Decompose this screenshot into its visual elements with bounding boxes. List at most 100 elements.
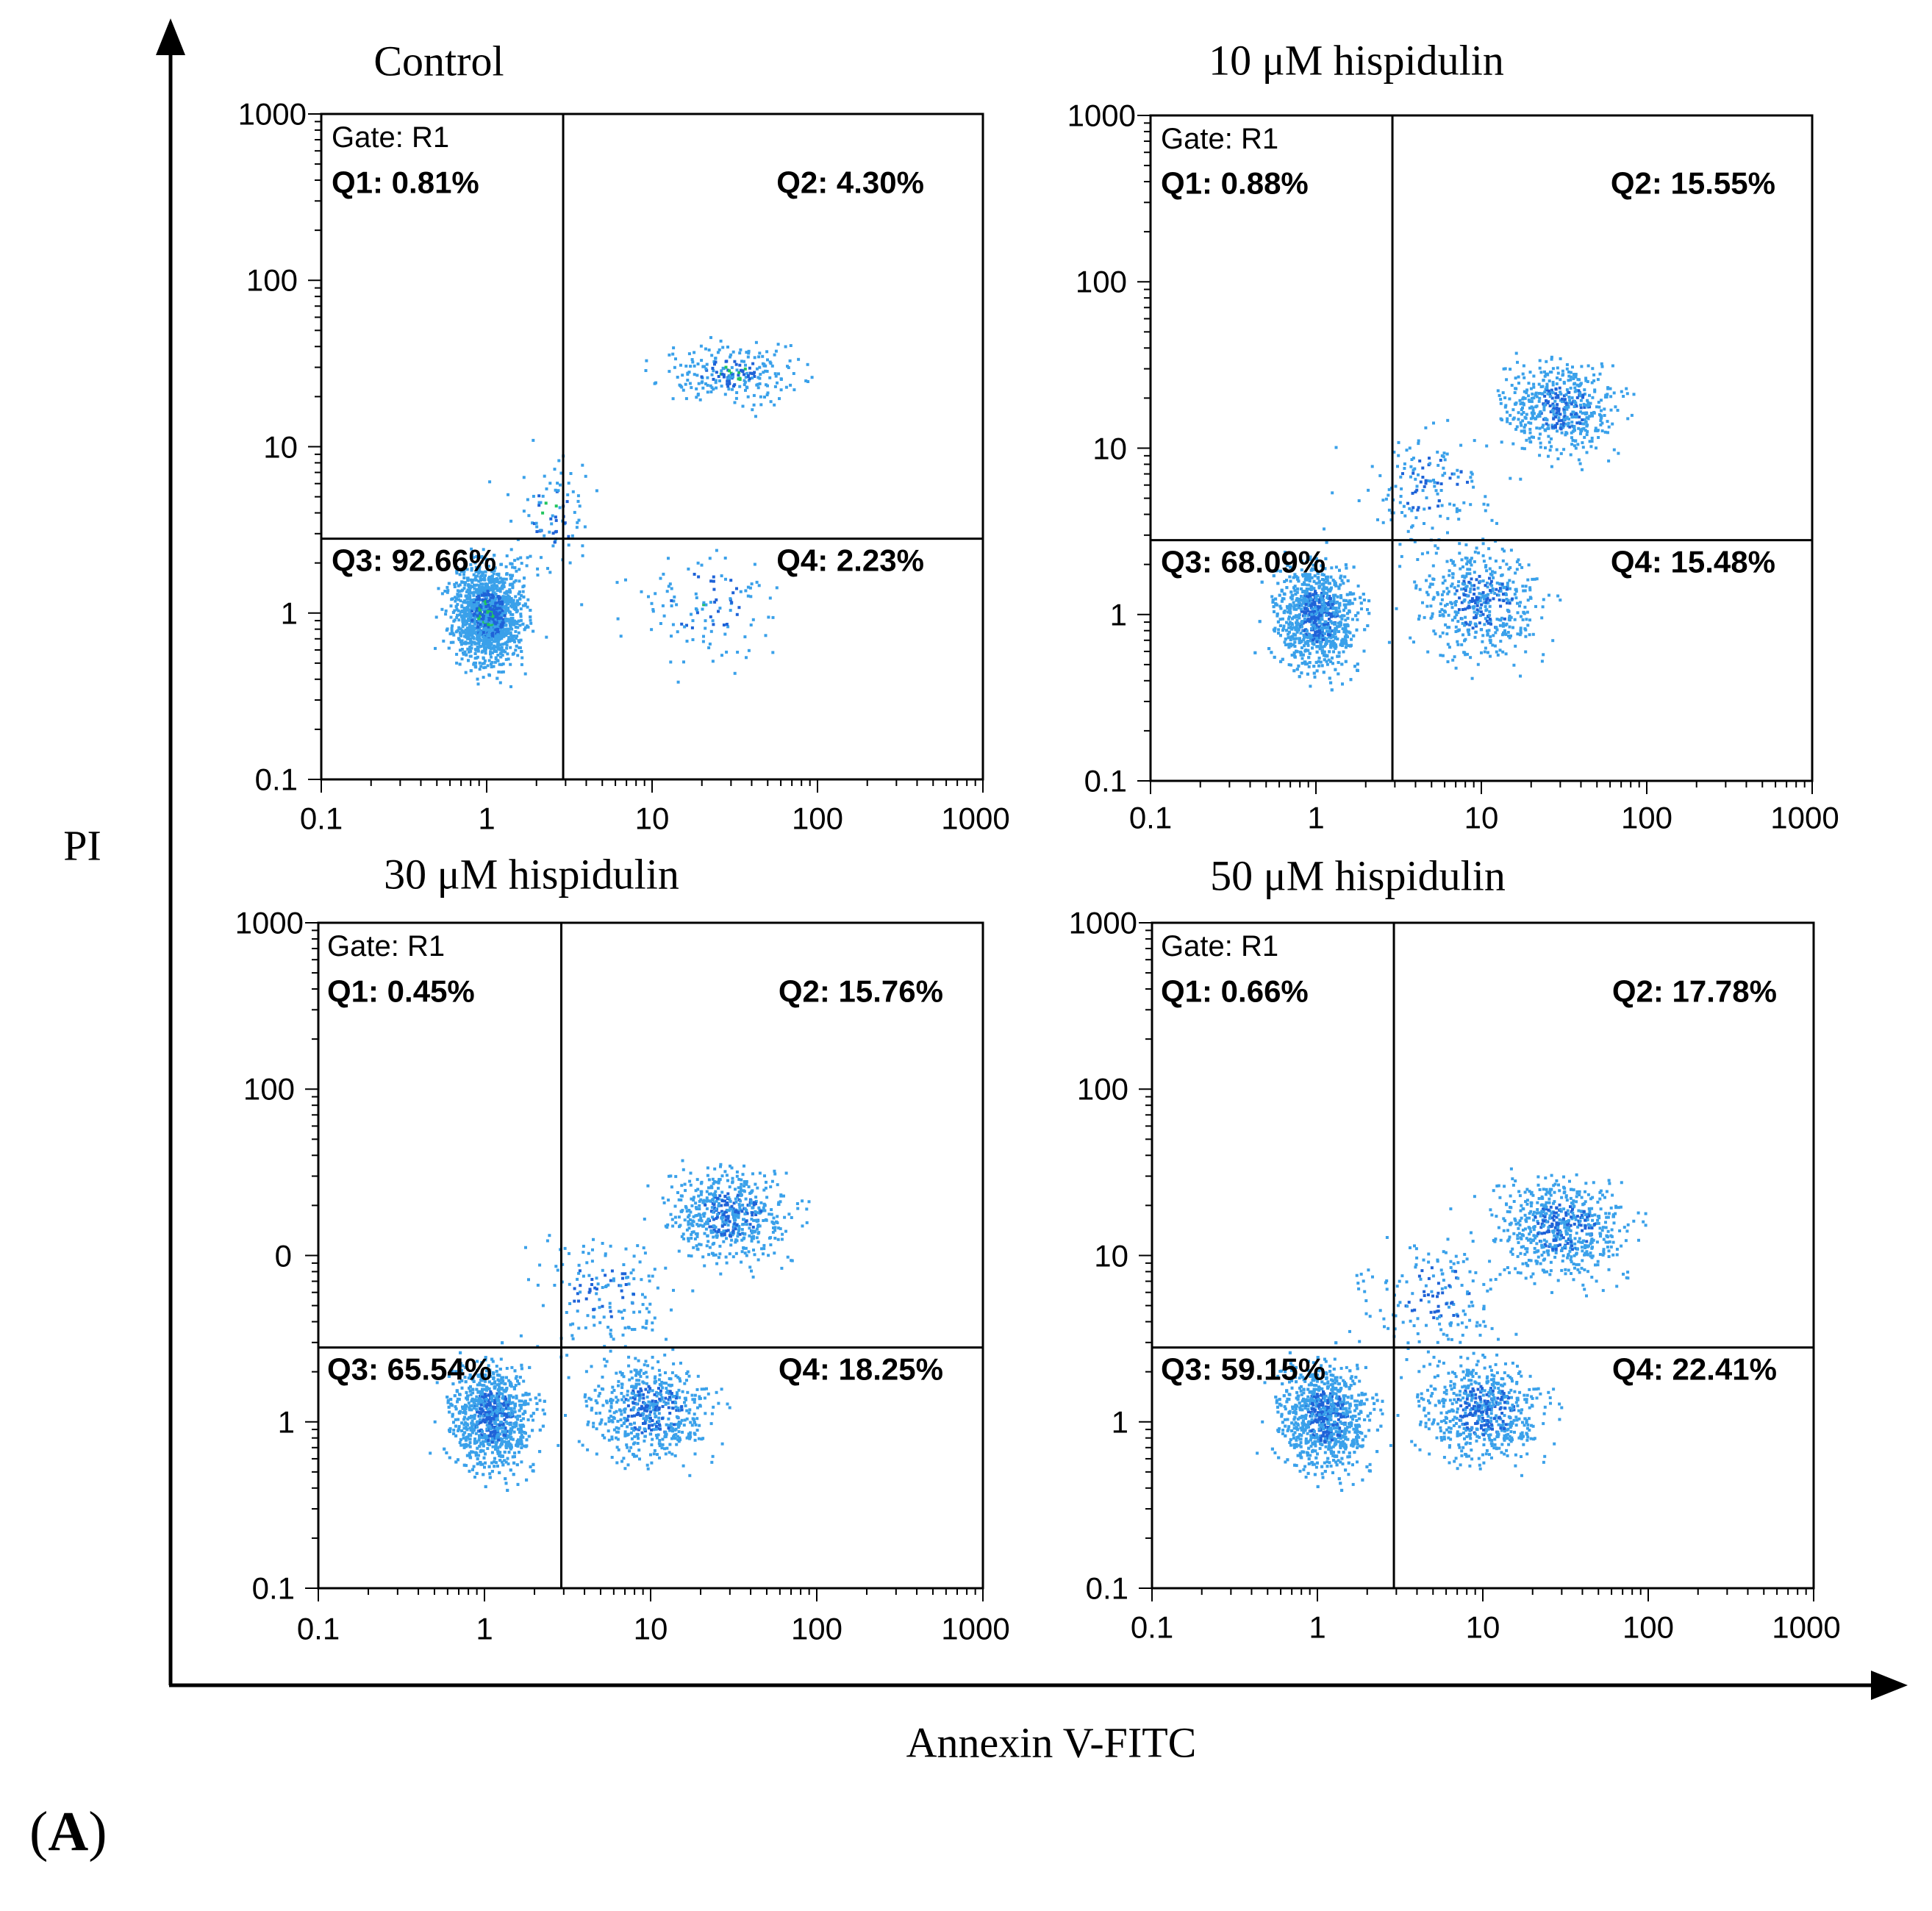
data-point [1421, 476, 1425, 479]
data-point [1517, 558, 1520, 562]
data-point [1303, 660, 1307, 664]
data-point [1295, 668, 1299, 671]
data-point [1590, 436, 1594, 440]
data-point [496, 632, 500, 636]
data-point [1330, 566, 1334, 570]
data-point [1540, 616, 1544, 620]
data-point [479, 582, 483, 586]
data-point [511, 582, 515, 586]
data-point [709, 601, 712, 604]
data-point [1543, 394, 1547, 398]
data-point [1289, 625, 1292, 629]
data-point [1484, 601, 1488, 604]
data-point [683, 625, 687, 629]
data-point [504, 595, 508, 599]
data-point [1304, 632, 1308, 636]
data-point [1472, 607, 1475, 610]
data-point [1428, 507, 1431, 510]
data-point [581, 544, 584, 548]
data-point [1312, 579, 1316, 583]
data-point [554, 518, 558, 522]
data-point [482, 591, 486, 595]
data-point [1303, 610, 1306, 614]
data-point [454, 604, 458, 608]
data-point [1313, 610, 1316, 614]
data-point [1522, 364, 1525, 368]
data-point [1544, 373, 1548, 376]
data-point [484, 647, 487, 651]
data-point [722, 373, 726, 376]
data-point [1439, 489, 1443, 492]
data-point [1521, 401, 1524, 404]
data-point [1323, 658, 1326, 662]
data-point [1348, 631, 1352, 635]
data-point [553, 540, 557, 544]
data-point [495, 630, 499, 634]
data-point [751, 618, 755, 621]
data-point [1524, 585, 1528, 588]
data-point [494, 579, 498, 582]
data-point [1442, 609, 1446, 612]
data-point [487, 610, 491, 613]
data-point [1331, 491, 1334, 495]
data-point [1344, 563, 1348, 567]
data-point [1454, 603, 1457, 607]
data-point [493, 618, 497, 622]
data-point [495, 573, 499, 576]
data-point [1278, 593, 1281, 597]
data-point [1328, 626, 1331, 629]
data-point [1413, 540, 1417, 543]
data-point [1321, 649, 1325, 653]
data-point [1598, 412, 1601, 416]
data-point [512, 599, 515, 602]
data-point [1522, 403, 1525, 407]
data-point [487, 585, 490, 589]
data-point [462, 642, 466, 645]
data-point [1299, 632, 1303, 635]
data-point [1498, 599, 1501, 601]
data-point [697, 382, 701, 385]
data-point [1451, 572, 1455, 576]
data-point [1308, 651, 1312, 655]
data-point [1559, 424, 1563, 428]
data-point [1489, 582, 1492, 586]
data-point [504, 628, 508, 631]
data-point [702, 603, 706, 607]
data-point [725, 623, 729, 626]
data-point [1320, 664, 1324, 668]
data-point [1491, 643, 1495, 647]
data-point [1571, 429, 1575, 433]
data-point [453, 585, 457, 588]
data-point [450, 626, 454, 630]
data-point [1446, 592, 1450, 596]
data-point [1567, 424, 1570, 428]
data-point [695, 396, 698, 399]
data-point [447, 646, 451, 650]
data-point [1433, 481, 1437, 485]
data-point [734, 396, 738, 400]
data-point [1529, 440, 1533, 444]
data-point [1290, 627, 1294, 631]
data-point [1278, 569, 1282, 573]
data-point [1532, 385, 1536, 389]
data-point [451, 624, 454, 628]
data-point [1428, 479, 1432, 483]
data-point [470, 607, 473, 610]
data-point [515, 622, 519, 626]
data-point [1366, 624, 1370, 627]
data-point [651, 610, 655, 613]
data-point [684, 397, 688, 401]
data-point [711, 366, 715, 370]
data-point [1528, 633, 1531, 637]
data-point [487, 565, 490, 568]
data-point [1551, 367, 1555, 371]
data-point [1554, 396, 1558, 399]
data-point [502, 605, 506, 609]
data-point [1389, 518, 1393, 521]
data-point [465, 590, 468, 593]
data-point [1321, 587, 1325, 591]
scatter-points [434, 336, 814, 688]
data-point [489, 650, 493, 654]
data-point [482, 598, 485, 601]
data-point [1528, 427, 1532, 431]
